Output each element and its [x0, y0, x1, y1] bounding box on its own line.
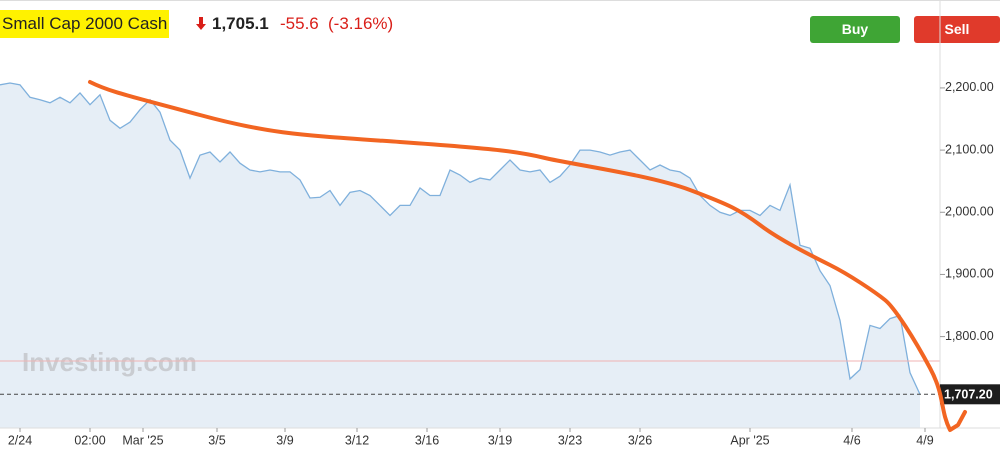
change-percent: (-3.16%): [328, 14, 394, 33]
instrument-title: Small Cap 2000 Cash: [0, 10, 170, 38]
x-tick-label: 02:00: [74, 433, 105, 447]
x-tick-label: 4/6: [843, 433, 860, 447]
sell-button[interactable]: Sell: [914, 16, 1000, 43]
down-arrow: [196, 17, 206, 30]
x-tick-label: 3/5: [208, 433, 225, 447]
trend-annotation: [88, 80, 967, 432]
x-tick-label: 2/24: [8, 433, 32, 447]
x-tick-label: 3/19: [488, 433, 512, 447]
buy-button[interactable]: Buy: [810, 16, 900, 43]
x-tick-label: 3/16: [415, 433, 439, 447]
y-tick-label: 2,000.00: [945, 205, 994, 219]
watermark: Investing.com: [22, 347, 197, 377]
x-tick-label: 3/9: [276, 433, 293, 447]
current-price-label: 1,707.20: [944, 388, 993, 402]
x-tick-label: 3/23: [558, 433, 582, 447]
price-area: [0, 83, 920, 428]
x-tick-label: Mar '25: [122, 433, 163, 447]
y-tick-label: 2,200.00: [945, 80, 994, 94]
x-tick-label: 4/9: [916, 433, 933, 447]
x-tick-label: 3/12: [345, 433, 369, 447]
y-tick-label: 1,800.00: [945, 329, 994, 343]
y-tick-label: 2,100.00: [945, 142, 994, 156]
x-tick-label: Apr '25: [730, 433, 769, 447]
change: -55.6: [280, 14, 319, 33]
current-price-badge: [940, 384, 1000, 405]
y-tick-label: 1,900.00: [945, 267, 994, 281]
x-tick-label: 3/26: [628, 433, 652, 447]
price: 1,705.1: [212, 14, 269, 33]
